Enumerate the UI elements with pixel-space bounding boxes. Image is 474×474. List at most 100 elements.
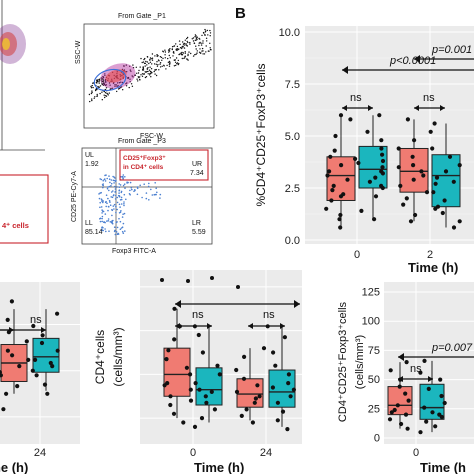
quadrant-dot xyxy=(118,217,120,220)
chart-bl-xtick-24: 24 xyxy=(34,447,46,459)
scatter-dot xyxy=(130,83,133,85)
quadrant-dot xyxy=(106,187,109,190)
scatter-dot xyxy=(194,54,196,56)
scatter-dot xyxy=(164,54,166,56)
quadrant-dot xyxy=(116,208,118,211)
scatter-dot xyxy=(145,60,147,63)
data-point xyxy=(253,396,258,401)
data-point xyxy=(442,198,447,203)
scatter-dot xyxy=(205,51,207,53)
annotation-p-lt-0001: p<0.0001 xyxy=(389,55,436,67)
quadrant-dot xyxy=(114,233,117,236)
scatter-dot xyxy=(129,78,131,80)
data-point xyxy=(193,381,198,386)
box-red-t24 xyxy=(234,346,267,425)
scatter-dot xyxy=(141,61,143,64)
data-point xyxy=(199,416,205,421)
data-point xyxy=(162,383,167,388)
data-point xyxy=(282,335,287,340)
data-point xyxy=(329,198,334,203)
scatter-dot xyxy=(107,94,110,96)
data-point xyxy=(443,169,449,174)
quadrant-dot xyxy=(111,222,114,225)
quadrant-dot xyxy=(108,230,110,232)
scatter-dot xyxy=(91,84,93,87)
quadrant-dot xyxy=(104,228,106,230)
quadrant-dot xyxy=(119,206,121,208)
quadrant-dot xyxy=(122,184,125,187)
scatter-dot xyxy=(181,47,183,50)
scatter-dot xyxy=(128,86,130,89)
quadrant-dot xyxy=(114,198,117,200)
data-point xyxy=(422,405,427,410)
quadrant-dot xyxy=(101,212,103,214)
quadrant-lr-label: LR xyxy=(192,220,201,227)
scatter-dot xyxy=(204,28,206,31)
quadrant-dot xyxy=(147,185,150,188)
annotation-ns-bm0: ns xyxy=(192,309,204,321)
scatter-dot xyxy=(151,63,153,65)
scatter-dot xyxy=(194,36,196,38)
gate-p3-title: From Gate _P3 xyxy=(118,138,166,145)
scatter-dot xyxy=(199,52,202,54)
quadrant-dot xyxy=(155,193,157,196)
scatter-dot xyxy=(168,65,171,67)
data-point xyxy=(396,146,401,151)
quadrant-dot xyxy=(134,189,136,191)
quadrant-dot xyxy=(129,181,132,184)
data-point xyxy=(404,196,409,201)
scatter-dot xyxy=(202,53,204,55)
scatter-dot xyxy=(144,57,146,60)
data-point xyxy=(204,400,209,405)
quadrant-dot xyxy=(118,196,121,198)
quadrant-dot xyxy=(106,177,108,180)
data-point xyxy=(424,190,430,195)
scatter-dot xyxy=(184,39,186,41)
scatter-dot xyxy=(117,85,119,87)
scatter-dot xyxy=(160,56,163,59)
data-point xyxy=(392,407,397,413)
data-point xyxy=(437,412,442,417)
data-point xyxy=(380,152,385,157)
scatter-dot xyxy=(166,64,168,67)
data-point xyxy=(166,348,171,353)
data-point xyxy=(209,389,214,394)
scatter-dot xyxy=(118,82,121,84)
quadrant-dot xyxy=(118,192,120,194)
scatter-dot xyxy=(116,90,118,93)
data-point xyxy=(273,363,278,368)
scatter-dot xyxy=(154,55,156,57)
ytick-label: 100 xyxy=(362,316,380,328)
data-point xyxy=(430,410,435,415)
ytick-label: 10.0 xyxy=(279,27,300,39)
scatter-dot xyxy=(206,40,208,42)
scatter-dot xyxy=(132,67,135,69)
data-point xyxy=(338,113,344,118)
quadrant-dot xyxy=(120,210,122,212)
scatter-dot xyxy=(141,75,144,78)
scatter-dot xyxy=(153,70,155,73)
scatter-dot xyxy=(186,40,188,43)
scatter-dot xyxy=(125,64,128,66)
cd4-gate-box xyxy=(0,174,49,244)
quadrant-dot xyxy=(123,201,125,203)
annotation-ns-br: ns xyxy=(410,363,422,375)
scatter-dot xyxy=(178,63,180,65)
data-point xyxy=(164,357,169,362)
data-point xyxy=(411,177,416,182)
scatter-dot xyxy=(168,60,171,63)
data-point xyxy=(397,384,402,389)
scatter-dot xyxy=(205,45,207,47)
scatter-dot xyxy=(89,100,91,103)
quadrant-dot xyxy=(107,205,110,208)
scatter-dot xyxy=(189,43,191,45)
scatter-dot xyxy=(101,83,104,86)
quadrant-dot xyxy=(105,205,107,208)
chart-bl-xlabel: Time (h) xyxy=(0,460,28,474)
quadrant-dot xyxy=(115,221,117,224)
data-point xyxy=(241,376,247,381)
scatter-dot xyxy=(135,66,137,69)
scatter-dot xyxy=(132,64,134,66)
scatter-dot xyxy=(90,92,93,95)
